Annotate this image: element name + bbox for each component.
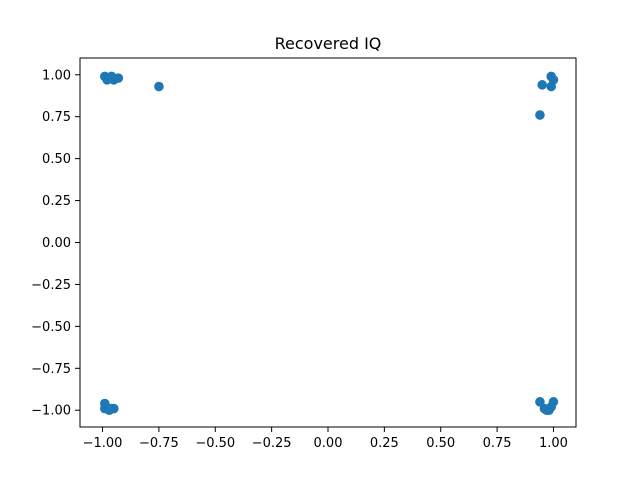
y-axis: −1.00 −0.75 −0.50 −0.25 0.00 0.25 0.50 0.75 1.00 bbox=[31, 68, 80, 419]
data-point bbox=[537, 80, 547, 90]
data-point bbox=[106, 403, 117, 414]
y-tick-label: 0.25 bbox=[42, 194, 71, 209]
x-tick-label: 0.50 bbox=[426, 436, 455, 451]
y-tick-label: 0.50 bbox=[42, 152, 71, 167]
x-tick-label: −0.25 bbox=[252, 436, 292, 451]
y-tick-label: 0.75 bbox=[42, 110, 71, 125]
data-point bbox=[548, 397, 559, 407]
x-tick-label: −0.75 bbox=[139, 436, 179, 451]
x-tick-label: 1.00 bbox=[539, 436, 568, 451]
y-tick-label: 0.00 bbox=[42, 236, 71, 251]
x-tick-label: −0.50 bbox=[195, 436, 235, 451]
y-tick-label: −0.25 bbox=[31, 278, 71, 293]
y-tick-label: −0.50 bbox=[31, 320, 71, 335]
x-tick-label: 0.75 bbox=[483, 436, 512, 451]
data-point bbox=[535, 110, 545, 120]
points-layer bbox=[100, 71, 559, 416]
y-tick-label: 1.00 bbox=[42, 68, 71, 83]
y-tick-label: −1.00 bbox=[31, 404, 71, 419]
data-point bbox=[113, 73, 124, 83]
chart-title: Recovered IQ bbox=[275, 34, 382, 53]
x-tick-label: 0.00 bbox=[314, 436, 343, 451]
x-tick-label: −1.00 bbox=[83, 436, 123, 451]
x-axis: −1.00 −0.75 −0.50 −0.25 0.00 0.25 0.50 0.75 1.00 bbox=[83, 427, 568, 451]
data-point bbox=[544, 405, 554, 416]
data-point bbox=[104, 73, 115, 83]
data-point bbox=[154, 81, 164, 92]
y-tick-label: −0.75 bbox=[31, 362, 71, 377]
x-tick-label: 0.25 bbox=[370, 436, 399, 451]
data-point bbox=[546, 81, 556, 92]
